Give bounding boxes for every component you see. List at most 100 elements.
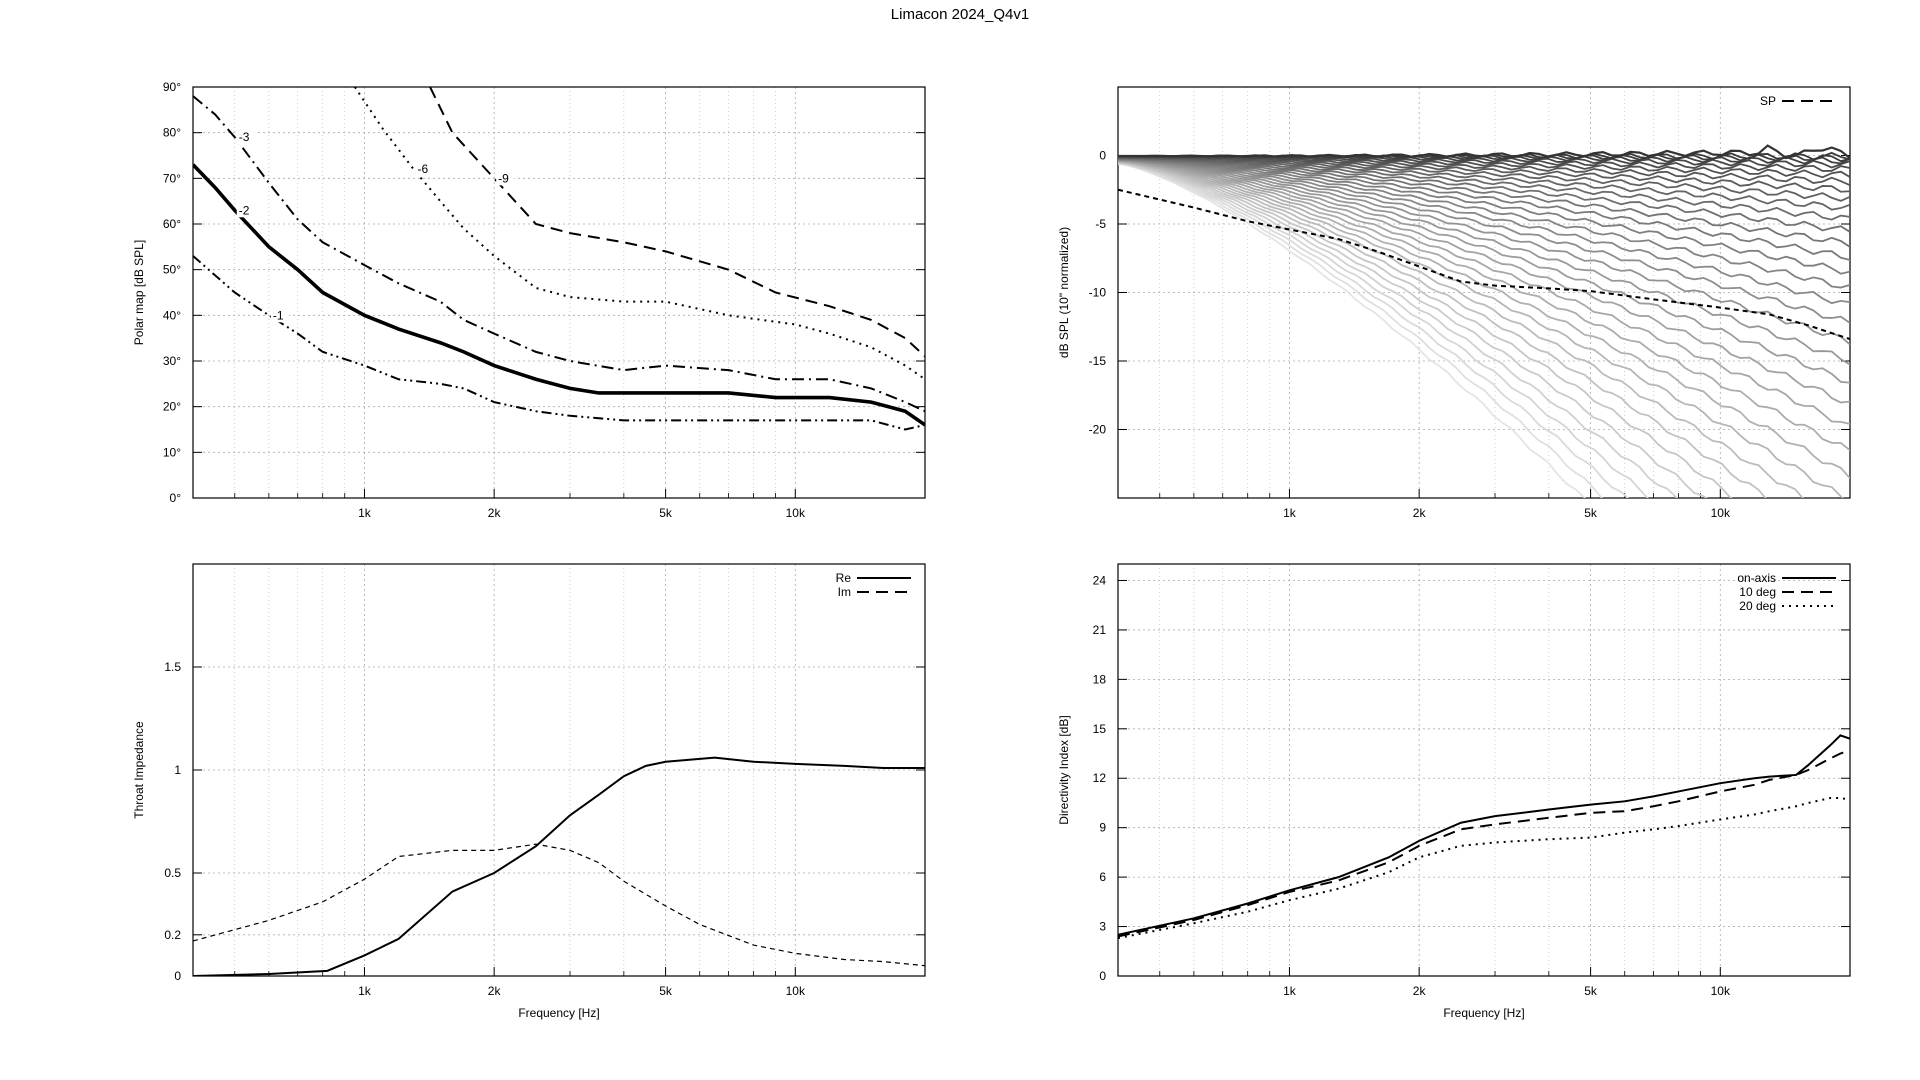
- off-axis-curve: [1118, 159, 1850, 366]
- plot-frame: [1117, 86, 1851, 499]
- contour--1: [193, 255, 925, 431]
- y-tick-label: 0.5: [164, 866, 181, 880]
- x-tick-label: 1k: [1283, 506, 1297, 520]
- y-tick-label: 21: [1093, 623, 1107, 637]
- off-axis-curve: [1118, 162, 1586, 498]
- x-tick-label: 1k: [358, 984, 372, 998]
- off-axis-curve: [1118, 157, 1850, 221]
- off-axis-curve: [1118, 161, 1767, 498]
- y-tick-label: -10: [1089, 286, 1107, 300]
- y-tick-label: 15: [1093, 722, 1107, 736]
- sound-power-line: [1118, 188, 1850, 341]
- contour-label-bg: [270, 308, 289, 323]
- off-axis-curve: [1118, 160, 1804, 498]
- off-axis-curve: [1118, 157, 1850, 261]
- y-tick-label: 0: [1099, 149, 1106, 163]
- y-tick-label: 1.5: [164, 660, 181, 674]
- y-tick-label: -5: [1095, 217, 1106, 231]
- off-axis-curve: [1118, 156, 1850, 187]
- plot-frame: [1117, 563, 1851, 977]
- x-axis-label: Frequency [Hz]: [1443, 1006, 1524, 1020]
- x-tick-label: 10k: [786, 506, 806, 520]
- legend-20-deg: 20 deg: [1739, 599, 1776, 613]
- off-axis-curve: [1118, 157, 1850, 233]
- legend-on-axis: on-axis: [1737, 571, 1776, 585]
- series-line-20-deg: [1118, 797, 1850, 940]
- legend-sp: SP: [1760, 94, 1776, 108]
- y-tick-label: 30°: [163, 354, 181, 368]
- series-line-Im: [193, 843, 925, 967]
- x-tick-label: 2k: [1413, 506, 1427, 520]
- y-tick-label: 6: [1099, 870, 1106, 884]
- plot-frame: [192, 563, 926, 977]
- x-tick-label: 2k: [488, 506, 502, 520]
- plot-area: -1 -2 -3 -6 -9: [193, 87, 925, 431]
- y-tick-label: 20°: [163, 400, 181, 414]
- y-tick-label: 50°: [163, 263, 181, 277]
- off-axis-curve: [1118, 158, 1850, 289]
- x-tick-label: 1k: [1283, 984, 1297, 998]
- y-axis-label: Throat Impedance: [132, 721, 146, 819]
- legend-10-deg: 10 deg: [1739, 585, 1776, 599]
- y-axis-label: Directivity Index [dB]: [1057, 715, 1071, 824]
- contour-label-bg: [496, 171, 515, 186]
- contour-label: -3: [239, 130, 250, 144]
- directivity-index-panel: 1k 2k 5k 10k 0 3 6 9 12 15 18 21 24 Directivity Index…: [1057, 563, 1851, 1020]
- spl-panel: 1k 2k 5k 10k 0 -5 -10 -15 -20 dB SPL (10" normali…: [1057, 86, 1851, 520]
- off-axis-curve: [1118, 157, 1850, 248]
- off-axis-curve: [1118, 160, 1850, 425]
- contour--6: [354, 87, 925, 381]
- legend-Re: Re: [836, 571, 852, 585]
- y-tick-label: 0°: [170, 491, 182, 505]
- y-tick-label: 0.2: [164, 928, 181, 942]
- off-axis-curve: [1118, 144, 1850, 160]
- y-tick-label: 60°: [163, 217, 181, 231]
- series-line-on-axis: [1118, 734, 1850, 936]
- legend-Im: Im: [838, 585, 851, 599]
- off-axis-curve: [1118, 161, 1679, 498]
- y-axis-label: Polar map [dB SPL]: [132, 240, 146, 345]
- x-tick-label: 10k: [786, 984, 806, 998]
- x-tick-label: 1k: [358, 506, 372, 520]
- x-tick-label: 10k: [1711, 506, 1731, 520]
- off-axis-curve: [1118, 161, 1708, 498]
- y-tick-label: 1: [174, 763, 181, 777]
- x-tick-label: 5k: [1584, 506, 1598, 520]
- y-tick-label: 24: [1093, 573, 1107, 587]
- off-axis-curve: [1118, 158, 1850, 275]
- off-axis-curve: [1118, 159, 1850, 346]
- y-axis-label: dB SPL (10" normalized): [1057, 227, 1071, 358]
- off-axis-curve: [1118, 156, 1850, 179]
- off-axis-curve: [1118, 161, 1733, 498]
- contour-label: -1: [273, 308, 284, 322]
- page-title: Limacon 2024_Q4v1: [890, 6, 1030, 23]
- contour-label-bg: [236, 203, 255, 218]
- plot-area: [193, 756, 925, 976]
- y-tick-label: 40°: [163, 308, 181, 322]
- y-tick-label: 0: [174, 969, 181, 983]
- y-tick-label: -20: [1089, 423, 1107, 437]
- y-tick-label: -15: [1089, 354, 1107, 368]
- y-tick-label: 12: [1093, 771, 1107, 785]
- contour-label: -9: [498, 171, 509, 185]
- contour-label-bg: [415, 162, 434, 177]
- contour--2: [193, 163, 925, 427]
- y-tick-label: 18: [1093, 672, 1107, 686]
- plot-frame: [192, 86, 926, 499]
- plot-area: [1118, 734, 1850, 940]
- y-tick-label: 80°: [163, 126, 181, 140]
- off-axis-curve: [1118, 160, 1844, 498]
- series-line-10-deg: [1118, 749, 1850, 938]
- contour-label: -2: [239, 203, 250, 217]
- off-axis-curve: [1118, 159, 1850, 384]
- contour--3: [193, 95, 925, 413]
- off-axis-curve: [1118, 159, 1850, 404]
- plot-area: [1118, 144, 1850, 498]
- x-tick-label: 2k: [1413, 984, 1427, 998]
- y-tick-label: 9: [1099, 821, 1106, 835]
- x-tick-label: 5k: [659, 506, 673, 520]
- x-tick-label: 5k: [1584, 984, 1598, 998]
- contour-label: -6: [418, 162, 429, 176]
- y-tick-label: 10°: [163, 445, 181, 459]
